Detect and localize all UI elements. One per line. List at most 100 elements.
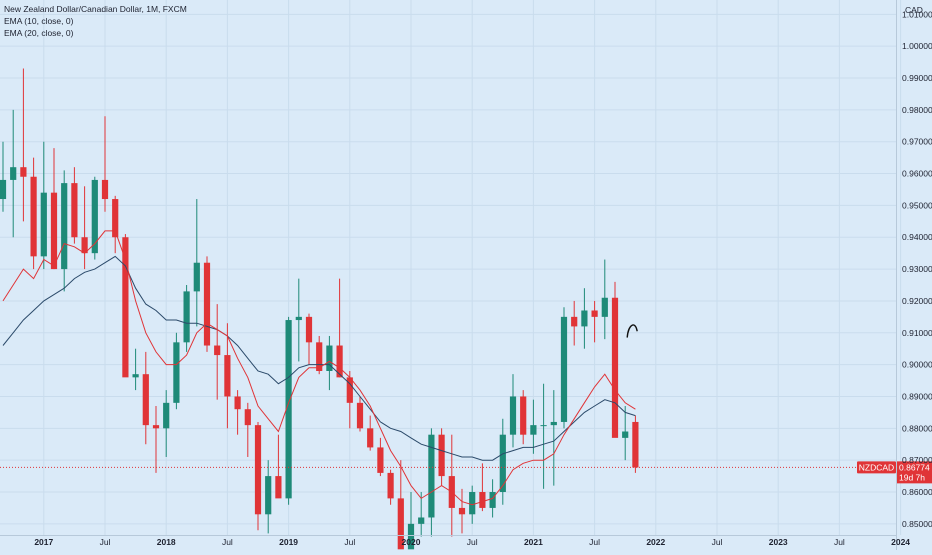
candle-body [571, 317, 577, 327]
candle-body [377, 447, 383, 472]
drawn-arc [627, 325, 637, 338]
candle [316, 336, 322, 374]
candle-body [153, 425, 159, 428]
time-tick-label: 2018 [157, 537, 176, 547]
candle-body [541, 425, 547, 426]
price-tick-label: 0.94000 [902, 232, 932, 242]
candle-body [51, 193, 57, 269]
candle [10, 110, 16, 237]
candle [602, 260, 608, 340]
candle [102, 116, 108, 212]
symbol-title[interactable]: New Zealand Dollar/Canadian Dollar, 1M, … [4, 3, 187, 15]
candle [520, 390, 526, 444]
ema10-legend[interactable]: EMA (10, close, 0) [4, 15, 187, 27]
candle-body [224, 355, 230, 396]
candle-body [184, 291, 190, 342]
price-tick-label: 0.98000 [902, 105, 932, 115]
candle [551, 390, 557, 486]
candle [592, 301, 598, 342]
candle-body [500, 435, 506, 492]
candle-body [367, 428, 373, 447]
candle-body [235, 396, 241, 409]
candle [133, 349, 139, 390]
ema-lines [3, 231, 635, 505]
candle [265, 460, 271, 533]
candle [0, 142, 6, 212]
ema10-line [3, 231, 635, 505]
candle-body [163, 403, 169, 428]
price-tick-label: 0.96000 [902, 169, 932, 179]
price-tick-label: 0.91000 [902, 328, 932, 338]
candle-body [592, 310, 598, 316]
candle [296, 279, 302, 362]
price-tick-label: 0.97000 [902, 137, 932, 147]
candle [632, 416, 638, 473]
candle-body [143, 374, 149, 425]
candle [41, 142, 47, 269]
candle-body [31, 177, 37, 257]
candle [143, 352, 149, 444]
time-tick-label: Jul [834, 537, 845, 547]
candle [245, 403, 251, 457]
time-tick-label: Jul [344, 537, 355, 547]
candle-body [133, 374, 139, 377]
candle [449, 435, 455, 537]
time-tick-label: 2017 [34, 537, 53, 547]
candle-body [20, 167, 26, 177]
candle-body [214, 346, 220, 356]
candle-body [418, 517, 424, 523]
candle-body [0, 180, 6, 199]
time-tick-label: Jul [712, 537, 723, 547]
candle [479, 463, 485, 511]
price-tick-label: 0.86000 [902, 487, 932, 497]
candle [92, 177, 98, 260]
bar-countdown: 19d 7h [899, 472, 925, 482]
ema20-legend[interactable]: EMA (20, close, 0) [4, 27, 187, 39]
candle-body [520, 396, 526, 434]
candle-body [296, 317, 302, 320]
candle [214, 304, 220, 400]
candle [337, 279, 343, 378]
candle [459, 489, 465, 534]
candle [204, 256, 210, 352]
candle [275, 435, 281, 499]
candle-body [194, 263, 200, 292]
user-drawing [627, 325, 637, 338]
candle [388, 470, 394, 505]
price-tick-label: 0.87000 [902, 455, 932, 465]
price-tick-label: 0.85000 [902, 519, 932, 529]
candle-body [469, 492, 475, 514]
candle [500, 419, 506, 505]
candle-body [306, 317, 312, 342]
candle [541, 384, 547, 489]
candle [439, 428, 445, 485]
candle [173, 333, 179, 409]
candle-body [561, 317, 567, 422]
candle-body [102, 180, 108, 199]
candle-body [10, 167, 16, 180]
candle [306, 314, 312, 365]
time-tick-label: 2024 [891, 537, 910, 547]
candle-body [612, 298, 618, 438]
candle [561, 307, 567, 428]
candle [51, 148, 57, 269]
candle-body [632, 422, 638, 468]
candle [612, 282, 618, 438]
candle [61, 170, 67, 291]
candle-body [459, 508, 465, 514]
candle [255, 422, 261, 530]
time-tick-label: Jul [222, 537, 233, 547]
candle [112, 196, 118, 253]
candle [581, 288, 587, 349]
candle-body [255, 425, 261, 514]
candle [367, 416, 373, 451]
horizontal-gridlines [0, 14, 896, 524]
candle-body [357, 403, 363, 428]
candle [153, 406, 159, 473]
candle [224, 323, 230, 428]
candle-body [71, 183, 77, 237]
